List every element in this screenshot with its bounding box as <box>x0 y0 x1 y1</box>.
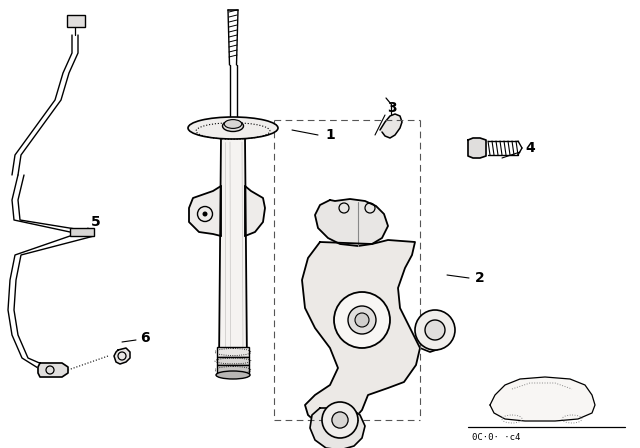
Bar <box>70 228 94 236</box>
Text: 2: 2 <box>475 271 485 285</box>
Polygon shape <box>490 377 595 421</box>
Polygon shape <box>380 114 402 138</box>
Circle shape <box>348 306 376 334</box>
Circle shape <box>425 320 445 340</box>
Ellipse shape <box>224 120 242 129</box>
Circle shape <box>332 412 348 428</box>
Bar <box>217 347 249 357</box>
Polygon shape <box>420 320 445 352</box>
Circle shape <box>334 292 390 348</box>
Ellipse shape <box>223 121 243 132</box>
Text: 4: 4 <box>525 141 535 155</box>
Text: 0C·0· ·c4: 0C·0· ·c4 <box>472 432 520 441</box>
Bar <box>217 365 249 375</box>
Text: 3: 3 <box>387 101 397 115</box>
Polygon shape <box>114 348 130 364</box>
Polygon shape <box>219 137 247 375</box>
Circle shape <box>415 310 455 350</box>
Circle shape <box>355 313 369 327</box>
Polygon shape <box>38 363 68 377</box>
Bar <box>217 357 249 365</box>
Circle shape <box>322 402 358 438</box>
Text: 6: 6 <box>140 331 150 345</box>
Polygon shape <box>245 186 265 236</box>
Circle shape <box>202 211 207 216</box>
Polygon shape <box>468 138 486 158</box>
Text: 1: 1 <box>325 128 335 142</box>
Polygon shape <box>189 186 221 236</box>
Polygon shape <box>302 240 420 426</box>
Ellipse shape <box>216 371 250 379</box>
Polygon shape <box>315 199 388 246</box>
Ellipse shape <box>188 117 278 139</box>
Bar <box>67 15 85 27</box>
Polygon shape <box>310 408 365 448</box>
Text: 5: 5 <box>91 215 101 229</box>
